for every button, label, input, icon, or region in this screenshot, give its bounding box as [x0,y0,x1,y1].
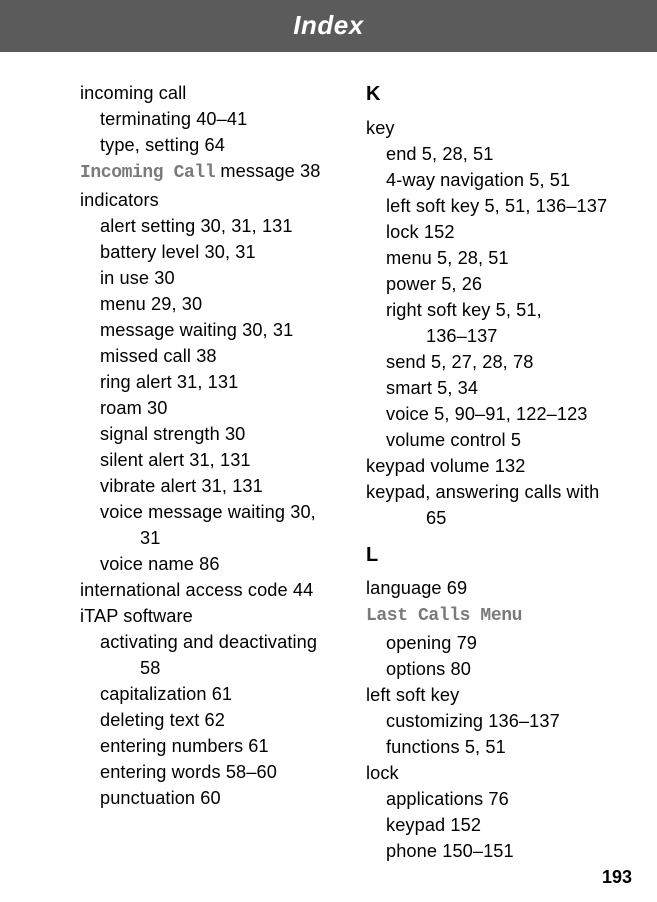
entry-incoming-call-message: Incoming Call message 38 [80,158,331,187]
section-k: K [366,80,617,109]
sub-missed-call: missed call 38 [80,343,331,369]
sub-in-use: in use 30 [80,265,331,291]
sub-key-end: end 5, 28, 51 [366,141,617,167]
sub-key-lock: lock 152 [366,219,617,245]
sub-ring-alert: ring alert 31, 131 [80,369,331,395]
mono-incoming-call: Incoming Call [80,163,215,183]
entry-key: key [366,115,617,141]
tail-incoming-call-message: message 38 [215,161,320,181]
sub-key-menu: menu 5, 28, 51 [366,245,617,271]
sub-voice-msg-waiting-2: 31 [80,525,331,551]
sub-key-left-soft: left soft key 5, 51, 136–137 [366,193,617,219]
sub-key-send: send 5, 27, 28, 78 [366,349,617,375]
sub-lock-phone: phone 150–151 [366,838,617,864]
entry-lock: lock [366,760,617,786]
entry-keypad-answer-1: keypad, answering calls with [366,479,617,505]
sub-voice-name: voice name 86 [80,551,331,577]
sub-deleting-text: deleting text 62 [80,707,331,733]
entry-itap: iTAP software [80,603,331,629]
sub-last-calls-opening: opening 79 [366,630,617,656]
entry-language: language 69 [366,575,617,601]
sub-type-setting: type, setting 64 [80,132,331,158]
entry-left-soft-key: left soft key [366,682,617,708]
sub-vibrate-alert: vibrate alert 31, 131 [80,473,331,499]
sub-last-calls-options: options 80 [366,656,617,682]
sub-activating-2: 58 [80,655,331,681]
page-header: Index [0,0,657,52]
entry-last-calls-menu: Last Calls Menu [366,601,617,630]
entry-keypad-answer-2: 65 [366,505,617,531]
index-page: incoming call terminating 40–41 type, se… [0,52,657,864]
left-column: incoming call terminating 40–41 type, se… [80,80,331,864]
sub-menu: menu 29, 30 [80,291,331,317]
sub-lsk-customizing: customizing 136–137 [366,708,617,734]
sub-key-4way: 4-way navigation 5, 51 [366,167,617,193]
sub-key-right-soft-2: 136–137 [366,323,617,349]
sub-lock-keypad: keypad 152 [366,812,617,838]
sub-key-smart: smart 5, 34 [366,375,617,401]
sub-voice-msg-waiting-1: voice message waiting 30, [80,499,331,525]
section-l: L [366,541,617,570]
mono-last-calls-menu: Last Calls Menu [366,606,522,626]
sub-alert-setting: alert setting 30, 31, 131 [80,213,331,239]
sub-lsk-functions: functions 5, 51 [366,734,617,760]
sub-lock-applications: applications 76 [366,786,617,812]
sub-message-waiting: message waiting 30, 31 [80,317,331,343]
sub-key-power: power 5, 26 [366,271,617,297]
column-container: incoming call terminating 40–41 type, se… [80,80,617,864]
sub-silent-alert: silent alert 31, 131 [80,447,331,473]
sub-battery-level: battery level 30, 31 [80,239,331,265]
sub-punctuation: punctuation 60 [80,785,331,811]
sub-key-right-soft-1: right soft key 5, 51, [366,297,617,323]
sub-capitalization: capitalization 61 [80,681,331,707]
sub-key-volume: volume control 5 [366,427,617,453]
entry-incoming-call: incoming call [80,80,331,106]
sub-entering-numbers: entering numbers 61 [80,733,331,759]
sub-terminating: terminating 40–41 [80,106,331,132]
sub-roam: roam 30 [80,395,331,421]
sub-signal-strength: signal strength 30 [80,421,331,447]
page-number: 193 [602,867,632,888]
sub-activating-1: activating and deactivating [80,629,331,655]
right-column: K key end 5, 28, 51 4-way navigation 5, … [366,80,617,864]
entry-intl-access-code: international access code 44 [80,577,331,603]
entry-keypad-volume: keypad volume 132 [366,453,617,479]
sub-key-voice: voice 5, 90–91, 122–123 [366,401,617,427]
entry-indicators: indicators [80,187,331,213]
sub-entering-words: entering words 58–60 [80,759,331,785]
